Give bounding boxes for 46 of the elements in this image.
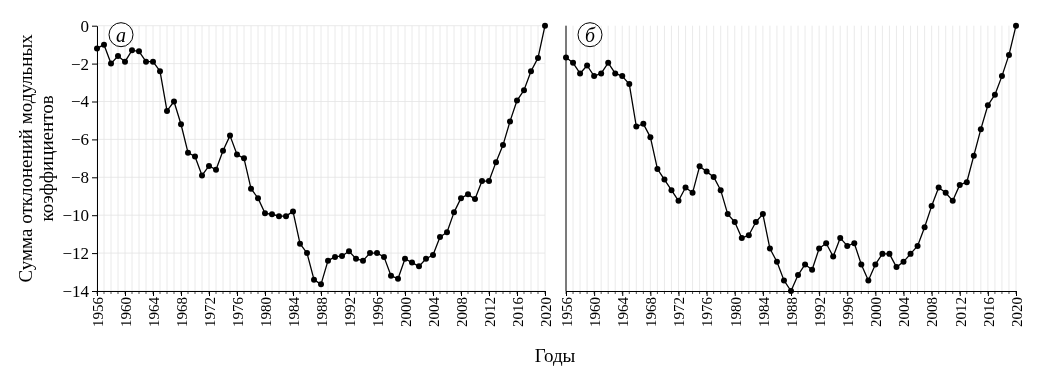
x-tick-label: 1988 — [313, 297, 330, 327]
x-tick-label: 1988 — [783, 297, 800, 327]
x-tick-label: 1960 — [586, 297, 603, 327]
x-tick-label: 1964 — [615, 296, 631, 327]
x-tick-label: 1992 — [811, 297, 828, 327]
x-tick-label: 2000 — [397, 297, 414, 327]
x-tick-label: 1960 — [117, 297, 134, 327]
x-tick-label: 2008 — [453, 297, 470, 327]
x-tick-label: 2008 — [924, 297, 941, 327]
chart-title: б — [584, 23, 596, 46]
x-tick-label: 2020 — [537, 297, 554, 327]
x-tick-label: 1996 — [369, 296, 386, 327]
x-tick-label: 2016 — [980, 296, 997, 327]
y-tick-label: −8 — [70, 168, 89, 188]
y-axis-title: Сумма отклонений модульных коэффициентов — [15, 33, 57, 283]
y-tick-label: −14 — [62, 281, 90, 301]
x-tick-label: 1964 — [145, 296, 162, 327]
x-tick-label: 1968 — [643, 297, 660, 327]
x-tick-label: 1996 — [840, 296, 856, 327]
y-tick-label: −12 — [62, 244, 89, 264]
chart-title: а — [116, 23, 126, 46]
x-tick-label: 1976 — [229, 296, 246, 327]
y-tick-label: 0 — [80, 16, 89, 36]
x-tick-label: 2004 — [425, 296, 442, 327]
x-tick-label: 1980 — [727, 297, 744, 327]
x-tick-label: 1972 — [671, 297, 688, 327]
x-tick-label: 2012 — [952, 297, 969, 327]
x-tick-label: 1972 — [201, 297, 218, 327]
x-tick-label: 1976 — [699, 296, 716, 327]
y-tick-label: −6 — [70, 130, 89, 150]
y-tick-label: −2 — [70, 54, 89, 74]
x-tick-label: 2012 — [481, 297, 498, 327]
x-tick-label: 1980 — [257, 297, 274, 327]
x-tick-label: 1984 — [755, 296, 772, 327]
x-tick-label: 1956 — [558, 296, 575, 327]
x-tick-label: 1992 — [341, 297, 358, 327]
y-tick-label: −10 — [62, 206, 89, 226]
x-tick-label: 1956 — [89, 296, 106, 327]
x-tick-label: 2020 — [1008, 297, 1025, 327]
x-tick-label: 1984 — [285, 296, 302, 327]
x-tick-label: 2016 — [509, 296, 526, 327]
x-tick-label: 1968 — [173, 297, 190, 327]
x-tick-label: 2004 — [896, 296, 913, 327]
x-axis-title: Годы — [534, 345, 576, 366]
y-tick-label: −4 — [70, 92, 90, 112]
x-tick-label: 2000 — [868, 297, 885, 327]
